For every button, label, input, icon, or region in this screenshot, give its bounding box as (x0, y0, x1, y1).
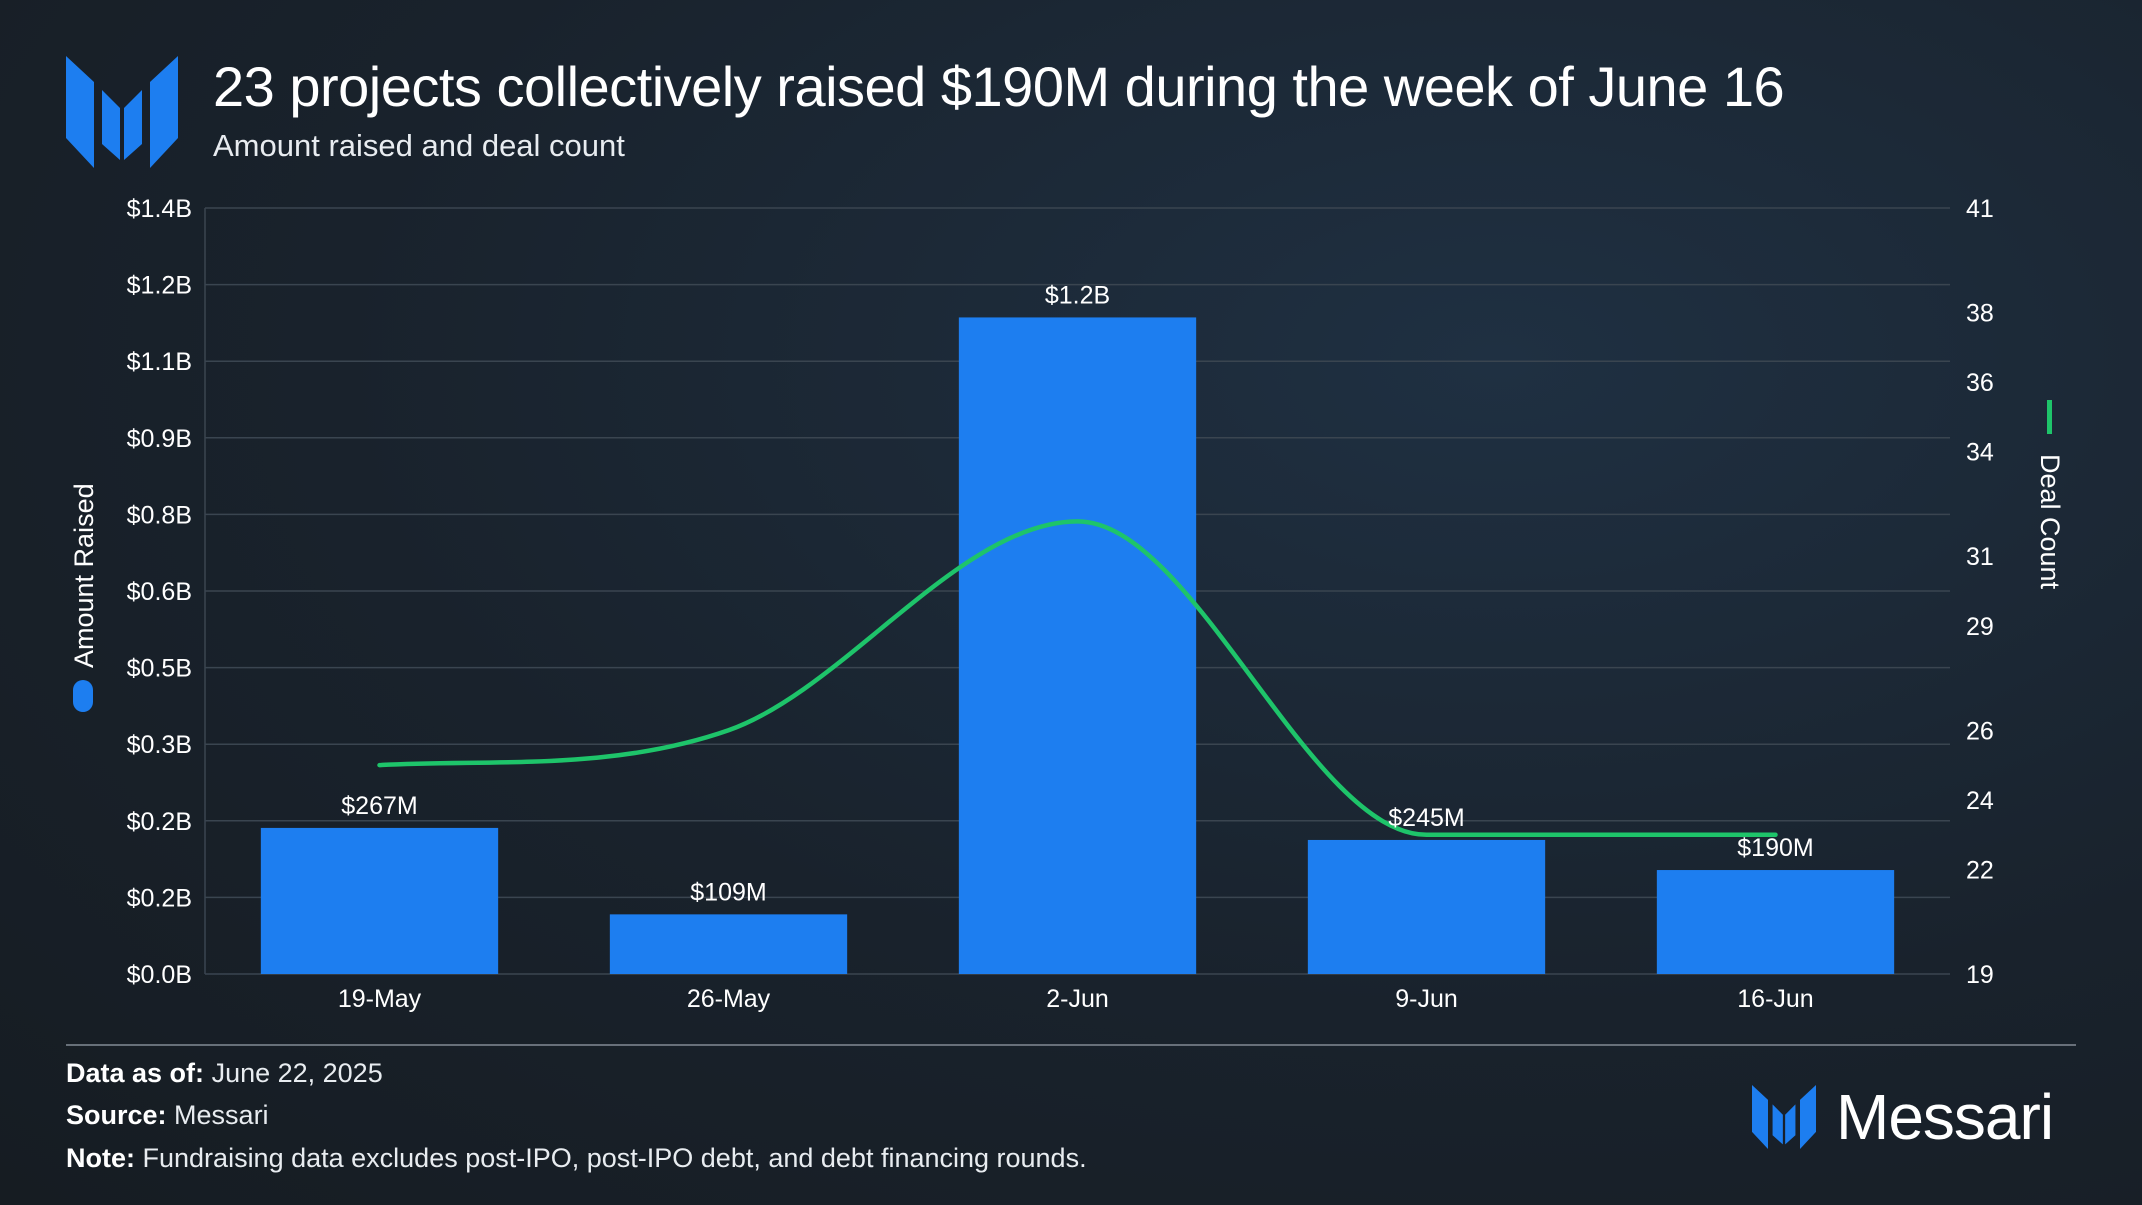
footer-divider (66, 1044, 2076, 1046)
right-tick-label: 26 (1966, 717, 1994, 745)
footer-note: Note: Fundraising data excludes post-IPO… (66, 1143, 1087, 1174)
note-label: Note: (66, 1143, 135, 1173)
bar-data-labels: $267M $109M $1.2B $245M $190M (341, 281, 1813, 906)
x-tick-label: 2-Jun (1046, 985, 1109, 1013)
note-value: Fundraising data excludes post-IPO, post… (142, 1143, 1087, 1173)
bar-16-Jun (1656, 870, 1895, 974)
right-tick-label: 38 (1966, 299, 1994, 327)
chart-area: $0.0B $0.2B $0.2B $0.3B $0.5B $0.6B $0.8B $0.9B… (69, 195, 2065, 1013)
bar-data-label: $190M (1737, 834, 1813, 862)
left-tick-label: $0.8B (127, 501, 192, 529)
deal-count-legend-icon (2047, 400, 2052, 434)
chart-subtitle: Amount raised and deal count (213, 128, 625, 163)
brand-logo: Messari (1752, 1081, 2054, 1153)
amount-raised-legend-icon (73, 680, 93, 712)
brand-name: Messari (1836, 1081, 2054, 1153)
right-axis-ticks: 19 22 24 26 29 31 34 36 38 41 (1966, 195, 1994, 989)
left-axis-ticks: $0.0B $0.2B $0.2B $0.3B $0.5B $0.6B $0.8B $0.9B… (127, 195, 192, 989)
x-tick-label: 19-May (338, 985, 422, 1013)
left-tick-label: $0.2B (127, 884, 192, 912)
right-tick-label: 19 (1966, 961, 1994, 989)
right-tick-label: 24 (1966, 787, 1994, 815)
messari-brand-icon (1752, 1085, 1816, 1149)
bar-data-label: $109M (690, 878, 766, 906)
data-as-of-label: Data as of: (66, 1058, 205, 1088)
x-tick-label: 26-May (687, 985, 771, 1013)
bar-data-label: $245M (1388, 804, 1464, 832)
left-tick-label: $1.2B (127, 272, 192, 300)
left-axis-label: Amount Raised (69, 483, 99, 668)
right-tick-label: 41 (1966, 195, 1994, 223)
left-tick-label: $0.5B (127, 655, 192, 683)
bar-2-Jun (958, 317, 1197, 974)
left-axis-title: Amount Raised (69, 483, 99, 712)
right-tick-label: 36 (1966, 369, 1994, 397)
left-tick-label: $1.4B (127, 195, 192, 223)
left-tick-label: $0.2B (127, 808, 192, 836)
right-axis-title: Deal Count (2035, 400, 2065, 590)
left-tick-label: $0.0B (127, 961, 192, 989)
messari-logo-icon (66, 56, 178, 168)
data-as-of-value: June 22, 2025 (211, 1058, 383, 1088)
right-tick-label: 34 (1966, 439, 1994, 467)
bar-9-Jun (1307, 839, 1546, 974)
x-axis-ticks: 19-May 26-May 2-Jun 9-Jun 16-Jun (338, 985, 1814, 1013)
left-tick-label: $0.3B (127, 731, 192, 759)
bar-data-label: $1.2B (1045, 281, 1110, 309)
right-tick-label: 31 (1966, 543, 1994, 571)
right-tick-label: 22 (1966, 857, 1994, 885)
left-tick-label: $0.9B (127, 425, 192, 453)
left-tick-label: $1.1B (127, 348, 192, 376)
footer-source: Source: Messari (66, 1100, 269, 1131)
source-label: Source: (66, 1100, 167, 1130)
x-tick-label: 9-Jun (1395, 985, 1458, 1013)
bar-19-May (260, 827, 499, 974)
left-tick-label: $0.6B (127, 578, 192, 606)
right-tick-label: 29 (1966, 613, 1994, 641)
right-axis-label: Deal Count (2035, 454, 2065, 590)
bar-26-May (609, 914, 848, 974)
footer-data-as-of: Data as of: June 22, 2025 (66, 1058, 383, 1089)
chart-title: 23 projects collectively raised $190M du… (213, 55, 1785, 118)
source-value: Messari (174, 1100, 269, 1130)
bar-series (260, 317, 1895, 974)
deal-count-line (377, 519, 1778, 837)
x-tick-label: 16-Jun (1737, 985, 1813, 1013)
bar-data-label: $267M (341, 792, 417, 820)
